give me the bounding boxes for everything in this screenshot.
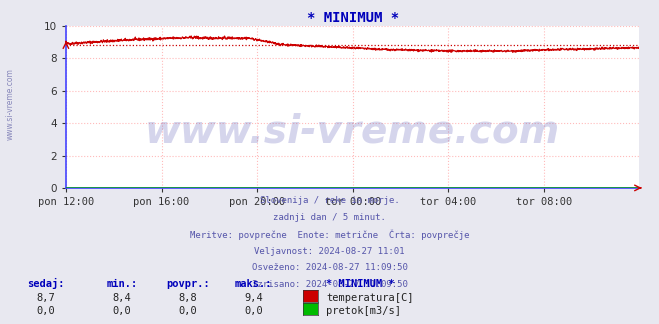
Title: * MINIMUM *: * MINIMUM * bbox=[306, 11, 399, 25]
Text: 0,0: 0,0 bbox=[37, 306, 55, 316]
Text: Izrisano: 2024-08-27 11:09:50: Izrisano: 2024-08-27 11:09:50 bbox=[252, 280, 407, 289]
Text: pretok[m3/s]: pretok[m3/s] bbox=[326, 306, 401, 316]
Text: zadnji dan / 5 minut.: zadnji dan / 5 minut. bbox=[273, 213, 386, 222]
Text: min.:: min.: bbox=[106, 279, 138, 289]
Text: Slovenija / reke in morje.: Slovenija / reke in morje. bbox=[260, 196, 399, 205]
Text: Veljavnost: 2024-08-27 11:01: Veljavnost: 2024-08-27 11:01 bbox=[254, 247, 405, 256]
Text: 8,4: 8,4 bbox=[113, 293, 131, 303]
Text: povpr.:: povpr.: bbox=[166, 279, 210, 289]
Text: sedaj:: sedaj: bbox=[28, 278, 65, 289]
Text: 9,4: 9,4 bbox=[244, 293, 263, 303]
Text: Osveženo: 2024-08-27 11:09:50: Osveženo: 2024-08-27 11:09:50 bbox=[252, 263, 407, 272]
Text: www.si-vreme.com: www.si-vreme.com bbox=[145, 112, 560, 150]
Text: www.si-vreme.com: www.si-vreme.com bbox=[5, 68, 14, 140]
Text: 0,0: 0,0 bbox=[179, 306, 197, 316]
Text: 8,7: 8,7 bbox=[37, 293, 55, 303]
Text: * MINIMUM *: * MINIMUM * bbox=[326, 279, 395, 289]
Text: Meritve: povprečne  Enote: metrične  Črta: povprečje: Meritve: povprečne Enote: metrične Črta:… bbox=[190, 230, 469, 240]
Text: temperatura[C]: temperatura[C] bbox=[326, 293, 414, 303]
Text: 8,8: 8,8 bbox=[179, 293, 197, 303]
Text: maks.:: maks.: bbox=[235, 279, 272, 289]
Text: 0,0: 0,0 bbox=[113, 306, 131, 316]
Text: 0,0: 0,0 bbox=[244, 306, 263, 316]
